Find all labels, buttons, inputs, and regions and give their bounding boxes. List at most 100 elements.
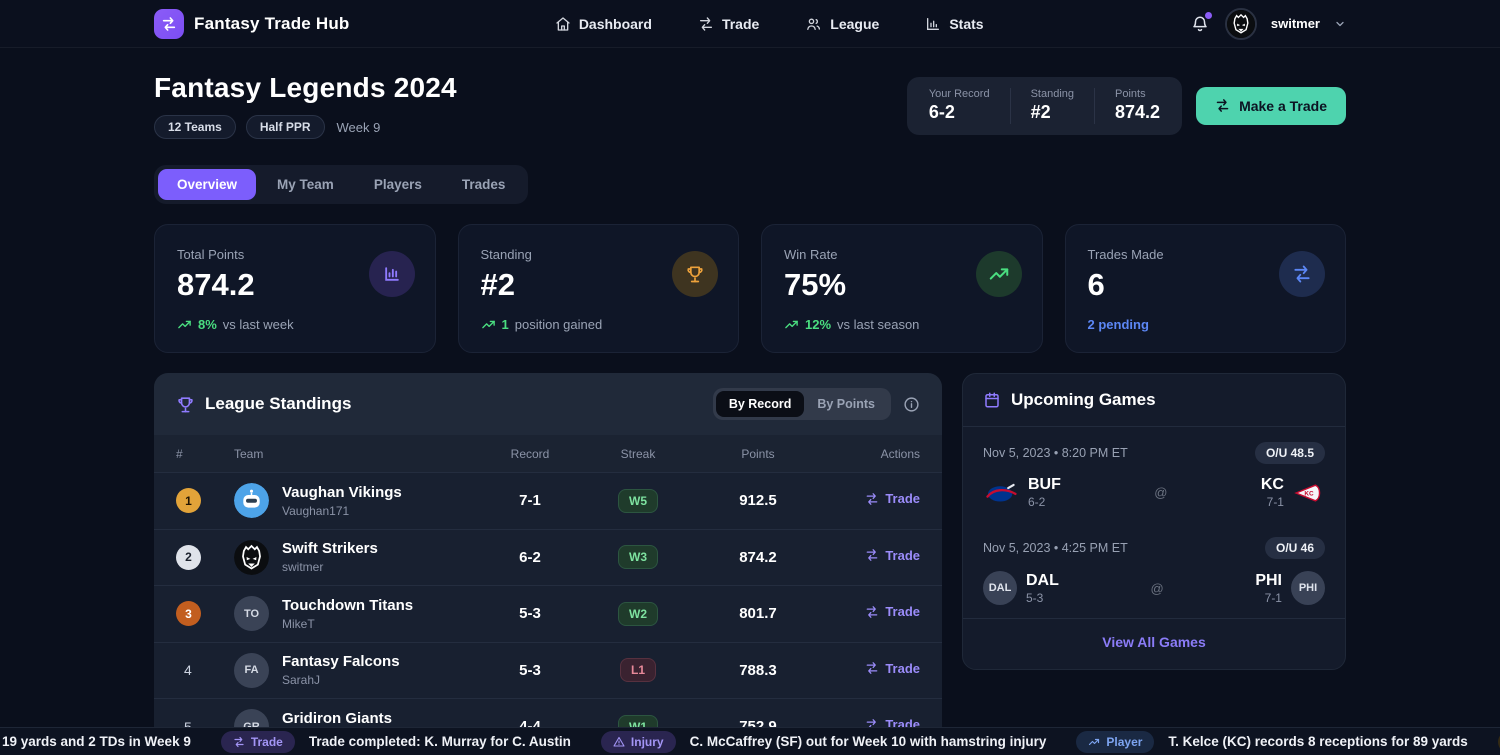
points-cell: 801.7 — [739, 605, 777, 623]
team-owner: Vaughan171 — [282, 503, 350, 518]
rank-number: 4 — [184, 662, 192, 679]
record-cell: 6-2 — [519, 548, 541, 566]
teams-badge: 12 Teams — [154, 115, 236, 139]
app-title: Fantasy Trade Hub — [194, 13, 350, 33]
streak-badge: L1 — [619, 658, 656, 683]
home-record: 7-1 — [1264, 590, 1282, 605]
view-all-games-link[interactable]: View All Games — [1102, 634, 1206, 650]
ticker-text: Trade completed: K. Murray for C. Austin — [308, 734, 571, 749]
toggle-by-record[interactable]: By Record — [715, 391, 805, 417]
trophy-icon — [176, 395, 195, 414]
trending-up-icon — [177, 317, 192, 332]
away-abbr: BUF — [1028, 476, 1061, 493]
your-record-value: 6-2 — [928, 102, 955, 122]
tab-overview[interactable]: Overview — [158, 169, 257, 200]
standings-table-header: # Team Record Streak Points Actions — [154, 435, 942, 472]
record-cell: 5-3 — [519, 661, 541, 679]
table-row: 2 Swift Strikers switmer 6-2 W3 874.2 Tr… — [154, 528, 942, 585]
user-avatar[interactable] — [1224, 7, 1257, 40]
points-cell: 912.5 — [739, 492, 777, 510]
game-item: Nov 5, 2023 • 8:20 PM ET O/U 48.5 BUF 6-… — [963, 427, 1345, 522]
trade-row-button[interactable]: Trade — [865, 548, 920, 563]
points-value: 874.2 — [1115, 102, 1161, 122]
standings-title: League Standings — [205, 394, 352, 413]
over-under-badge: O/U 48.5 — [1254, 442, 1325, 464]
trending-up-icon — [481, 317, 496, 332]
at-symbol: @ — [1150, 580, 1164, 596]
ticker-text: 19 yards and 2 TDs in Week 9 — [2, 734, 191, 749]
league-standings-panel: League Standings By Record By Points # T… — [154, 373, 942, 749]
nav-item-stats[interactable]: Stats — [925, 16, 984, 32]
info-icon[interactable] — [903, 396, 920, 413]
swap-icon — [1215, 98, 1230, 113]
notifications-bell-icon[interactable] — [1189, 11, 1212, 35]
game-item: Nov 5, 2023 • 4:25 PM ET O/U 46 DAL DAL … — [963, 522, 1345, 618]
app-logo-icon — [154, 8, 184, 39]
table-row: 3 TO Touchdown Titans MikeT 5-3 W2 801.7… — [154, 585, 942, 642]
team-name: Touchdown Titans — [282, 596, 414, 614]
streak-badge: W3 — [618, 545, 658, 570]
top-navbar: Fantasy Trade Hub Dashboard Trade League… — [0, 0, 1500, 48]
team-avatar-robot — [234, 483, 269, 519]
trade-badge: Trade — [220, 730, 295, 753]
brand[interactable]: Fantasy Trade Hub — [154, 8, 350, 39]
points-label: Points — [1115, 88, 1146, 100]
waiver-badge: Waiver — [1497, 730, 1500, 753]
stat-card-total-points: Total Points 874.2 8% vs last week — [154, 224, 436, 353]
table-row: 1 Vaughan Vikings Vaughan171 7-1 W5 912.… — [154, 472, 942, 529]
tab-my-team[interactable]: My Team — [277, 177, 334, 192]
record-cell: 5-3 — [519, 605, 541, 623]
team-owner: MikeT — [282, 616, 315, 631]
svg-text:KC: KC — [1304, 490, 1314, 497]
dal-logo-circle: DAL — [983, 571, 1017, 605]
tab-players[interactable]: Players — [373, 177, 422, 192]
chevron-down-icon[interactable] — [1334, 18, 1346, 30]
scoring-badge: Half PPR — [245, 115, 325, 139]
ticker-text: C. McCaffrey (SF) out for Week 10 with h… — [689, 734, 1047, 749]
rank-number: 5 — [176, 719, 234, 735]
trade-row-button[interactable]: Trade — [865, 661, 920, 676]
trade-row-button[interactable]: Trade — [865, 604, 920, 619]
points-cell: 874.2 — [739, 548, 777, 566]
team-name: Fantasy Falcons — [282, 653, 400, 671]
toggle-by-points[interactable]: By Points — [817, 397, 875, 411]
pending-trades-link[interactable]: 2 pending — [1087, 317, 1149, 332]
games-title: Upcoming Games — [1011, 390, 1156, 409]
stat-card-standing: Standing #2 1 position gained — [457, 224, 739, 353]
week-label: Week 9 — [336, 119, 381, 135]
team-name: Gridiron Giants — [282, 709, 393, 727]
home-abbr: KC — [1260, 476, 1284, 493]
team-owner: SarahJ — [282, 673, 321, 688]
swap-icon — [698, 16, 714, 32]
nav-item-dashboard[interactable]: Dashboard — [555, 16, 652, 32]
player-badge: Player — [1076, 730, 1155, 753]
trophy-icon — [672, 251, 718, 297]
home-record: 7-1 — [1266, 495, 1284, 509]
team-avatar-mascot — [234, 539, 269, 575]
away-abbr: DAL — [1026, 571, 1059, 589]
chiefs-logo-icon: KC — [1293, 482, 1325, 504]
standing-value: #2 — [1030, 102, 1051, 122]
make-a-trade-button[interactable]: Make a Trade — [1196, 86, 1346, 125]
tab-trades[interactable]: Trades — [461, 177, 506, 192]
nav-item-trade[interactable]: Trade — [698, 16, 759, 32]
trade-row-button[interactable]: Trade — [865, 491, 920, 506]
stat-card-trades-made: Trades Made 6 2 pending — [1064, 224, 1346, 353]
username-label: switmer — [1270, 16, 1320, 31]
rank-badge: 2 — [176, 544, 201, 570]
rank-badge: 3 — [176, 601, 201, 627]
streak-badge: W5 — [618, 488, 658, 513]
nav-item-league[interactable]: League — [805, 16, 879, 32]
at-symbol: @ — [1154, 485, 1168, 500]
ticker-text: T. Kelce (KC) records 8 receptions for 8… — [1168, 734, 1468, 749]
bar-chart-icon — [925, 16, 941, 32]
home-icon — [555, 16, 571, 32]
over-under-badge: O/U 46 — [1264, 537, 1325, 559]
team-avatar-initials: TO — [234, 596, 269, 632]
swap-icon — [1279, 251, 1325, 297]
team-name: Vaughan Vikings — [282, 483, 402, 501]
team-name: Swift Strikers — [282, 540, 378, 558]
injury-badge: Injury — [600, 730, 676, 753]
stat-card-win-rate: Win Rate 75% 12% vs last season — [761, 224, 1043, 353]
users-icon — [805, 16, 822, 32]
